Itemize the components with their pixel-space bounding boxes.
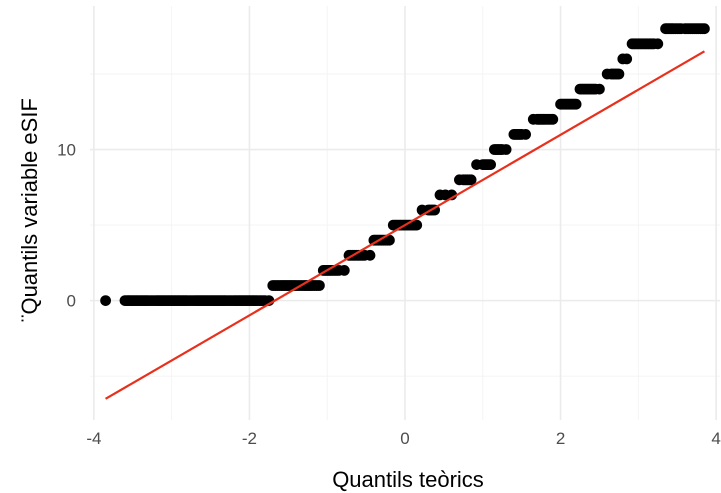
x-tick-label: 0 (400, 429, 409, 448)
major-gridlines (90, 6, 720, 420)
x-tick-label: 2 (556, 429, 565, 448)
data-point (465, 174, 477, 186)
data-point (411, 219, 423, 231)
data-point (364, 249, 376, 261)
data-point (338, 265, 350, 276)
x-tick-label: -4 (86, 429, 101, 448)
x-tick-label: 4 (711, 429, 720, 448)
y-tick-label: 10 (57, 141, 76, 160)
reference-line (105, 50, 705, 400)
data-point (699, 23, 710, 35)
data-point (570, 98, 582, 110)
y-axis-title: ¨Quantils variable eSIF (17, 98, 42, 322)
data-point (485, 159, 496, 171)
y-axis-ticks: 0 10 (57, 141, 76, 311)
data-point (500, 144, 512, 155)
data-point (100, 295, 111, 306)
x-axis-title: Quantils teòrics (332, 467, 484, 492)
x-axis-ticks: -4 -2 0 2 4 (86, 429, 721, 448)
data-point (314, 280, 325, 291)
data-point (652, 38, 664, 50)
data-point (594, 83, 605, 95)
reference-line-group (105, 50, 705, 400)
x-tick-label: -2 (242, 429, 257, 448)
data-point (384, 234, 395, 246)
y-tick-label: 0 (67, 292, 76, 311)
data-point (520, 129, 531, 140)
data-point (547, 113, 559, 125)
data-point (621, 53, 633, 65)
data-point (613, 68, 625, 80)
